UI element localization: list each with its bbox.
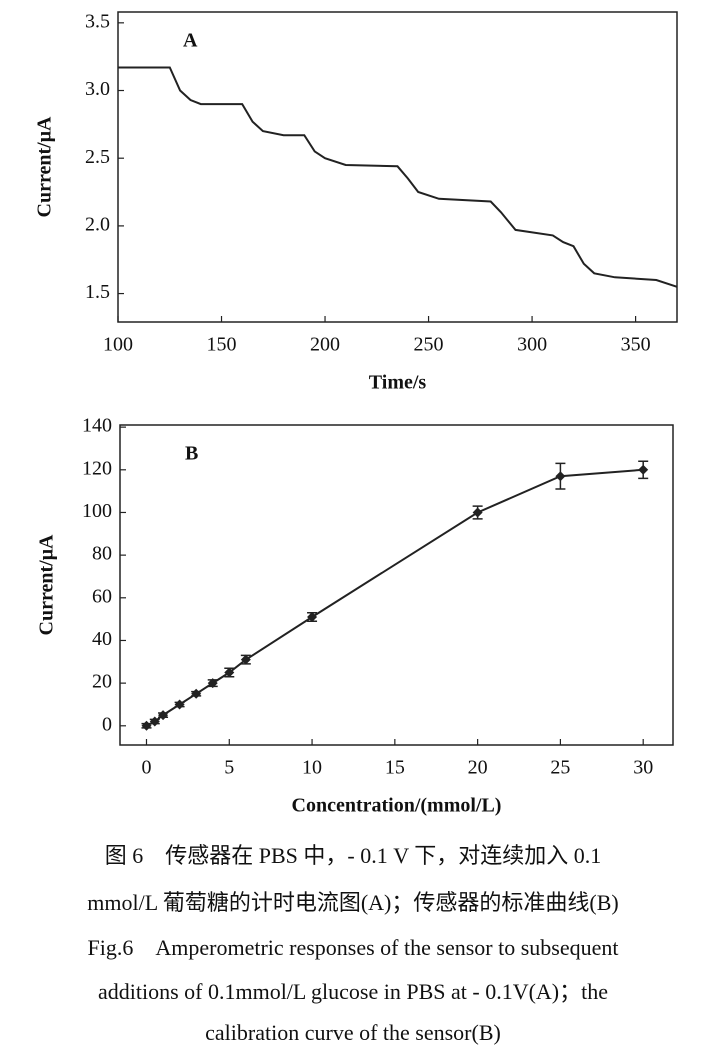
x-tick-label: 350 bbox=[621, 334, 651, 356]
x-tick-label: 25 bbox=[550, 757, 570, 779]
data-point bbox=[174, 699, 185, 710]
x-axis-label: Concentration/(mmol/L) bbox=[292, 795, 502, 817]
x-tick-label: 5 bbox=[224, 757, 234, 779]
x-axis-label: Time/s bbox=[369, 372, 427, 394]
y-tick-label: 60 bbox=[92, 585, 112, 607]
x-tick-label: 200 bbox=[310, 334, 340, 356]
y-tick-label: 20 bbox=[92, 671, 112, 693]
caption-line: 图 6 传感器在 PBS 中，- 0.1 V 下，对连续加入 0.1 bbox=[105, 843, 601, 868]
x-tick-label: 30 bbox=[633, 757, 653, 779]
data-point bbox=[141, 720, 152, 731]
x-tick-label: 100 bbox=[103, 334, 133, 356]
y-tick-label: 1.5 bbox=[85, 281, 110, 303]
caption-line: Fig.6 Amperometric responses of the sens… bbox=[88, 935, 619, 960]
data-point bbox=[207, 678, 218, 689]
data-point bbox=[307, 612, 318, 622]
y-tick-label: 3.5 bbox=[85, 10, 110, 32]
x-tick-label: 150 bbox=[207, 334, 237, 356]
data-point bbox=[472, 507, 483, 518]
plot-frame bbox=[117, 11, 678, 323]
x-tick-label: 10 bbox=[302, 757, 322, 779]
y-tick-label: 2.5 bbox=[85, 146, 110, 168]
panel-label: B bbox=[185, 443, 198, 465]
data-point bbox=[638, 464, 649, 475]
data-point bbox=[191, 688, 202, 699]
y-tick-label: 40 bbox=[92, 628, 112, 650]
data-point bbox=[224, 667, 235, 678]
y-tick-label: 100 bbox=[82, 500, 112, 522]
data-point bbox=[555, 471, 566, 482]
y-tick-label: 2.0 bbox=[85, 213, 110, 235]
y-axis-label: Current/μA bbox=[36, 534, 58, 636]
x-tick-label: 250 bbox=[414, 334, 444, 356]
plot-frame bbox=[119, 424, 674, 746]
y-tick-label: 3.0 bbox=[85, 78, 110, 100]
caption-line: additions of 0.1mmol/L glucose in PBS at… bbox=[98, 979, 608, 1004]
y-tick-label: 140 bbox=[82, 415, 112, 437]
caption-line: mmol/L 葡萄糖的计时电流图(A)；传感器的标准曲线(B) bbox=[87, 890, 618, 915]
caption-line: calibration curve of the sensor(B) bbox=[205, 1020, 501, 1045]
x-tick-label: 300 bbox=[517, 334, 547, 356]
x-tick-label: 0 bbox=[141, 757, 151, 779]
data-line bbox=[118, 66, 678, 288]
panel-label: A bbox=[183, 30, 198, 52]
data-point bbox=[158, 710, 169, 721]
y-tick-label: 80 bbox=[92, 543, 112, 565]
data-point bbox=[240, 654, 251, 665]
x-tick-label: 15 bbox=[385, 757, 405, 779]
data-point bbox=[149, 716, 160, 727]
x-tick-label: 20 bbox=[468, 757, 488, 779]
y-axis-label: Current/μA bbox=[34, 116, 56, 218]
y-tick-label: 120 bbox=[82, 457, 112, 479]
y-tick-label: 0 bbox=[102, 713, 112, 735]
